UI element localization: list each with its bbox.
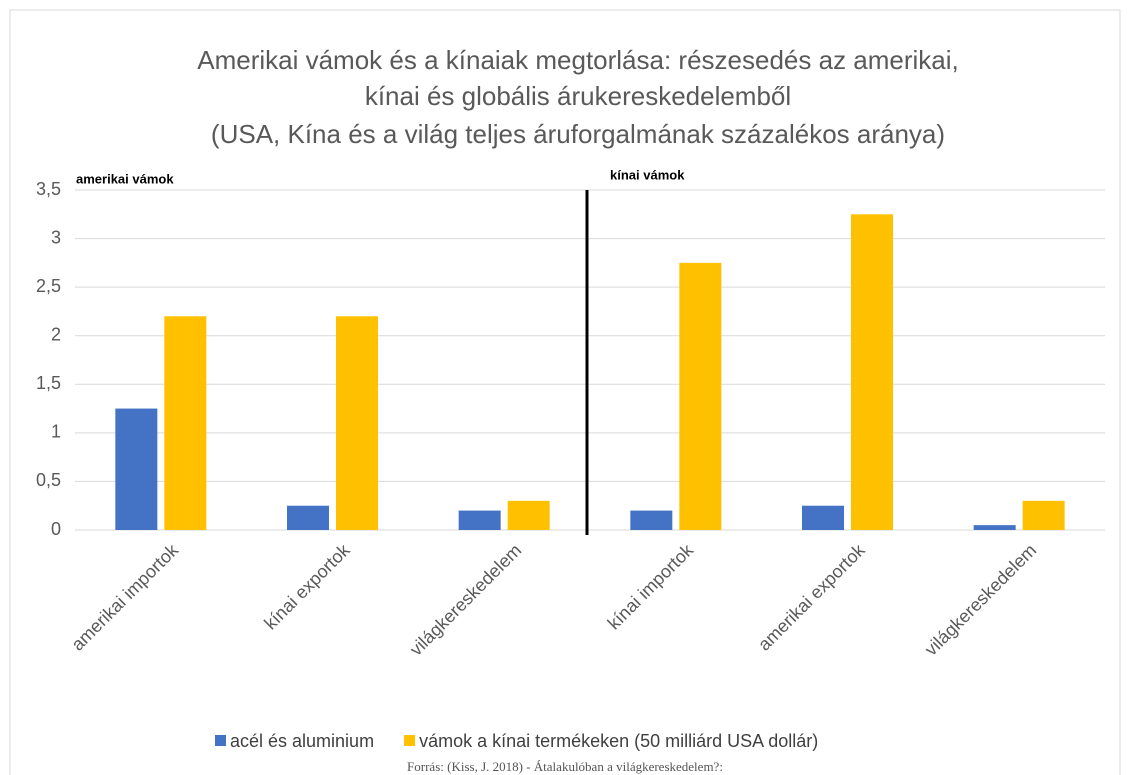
y-tick-label: 1,5 bbox=[36, 373, 61, 393]
y-tick-label: 0 bbox=[51, 519, 61, 539]
chart-border bbox=[9, 9, 1121, 775]
y-tick-label: 1 bbox=[51, 422, 61, 442]
y-tick-label: 2,5 bbox=[36, 276, 61, 296]
x-tick-label: amerikai exportok bbox=[754, 539, 869, 654]
bar bbox=[336, 316, 378, 530]
legend-label: acél és aluminium bbox=[230, 731, 374, 751]
chart-title: Amerikai vámok és a kínaiak megtorlása: … bbox=[197, 45, 959, 75]
x-tick-label: világkereskedelem bbox=[921, 540, 1041, 660]
y-tick-label: 0,5 bbox=[36, 470, 61, 490]
annotation: amerikai vámok bbox=[76, 171, 174, 186]
bar bbox=[630, 510, 673, 530]
legend-swatch bbox=[215, 735, 226, 746]
x-tick-label: kínai importok bbox=[604, 539, 698, 633]
y-tick-label: 2 bbox=[51, 324, 61, 344]
chart-title: kínai és globális árukereskedelemből bbox=[365, 81, 791, 111]
x-tick-label: kínai exportok bbox=[260, 539, 354, 633]
legend-label: vámok a kínai termékeken (50 milliárd US… bbox=[419, 731, 818, 751]
y-tick-label: 3 bbox=[51, 227, 61, 247]
source: Forrás: (Kiss, J. 2018) - Átalakulóban a… bbox=[407, 759, 723, 774]
bar bbox=[679, 262, 722, 530]
bar bbox=[164, 316, 207, 530]
y-tick-label: 3,5 bbox=[36, 179, 61, 199]
x-tick-label: amerikai importok bbox=[67, 539, 182, 654]
bar bbox=[287, 505, 329, 530]
bar bbox=[458, 510, 501, 530]
bar bbox=[507, 500, 550, 530]
x-tick-label: világkereskedelem bbox=[406, 540, 526, 660]
chart-subtitle: (USA, Kína és a világ teljes áruforgalmá… bbox=[211, 119, 945, 149]
annotation: kínai vámok bbox=[610, 167, 685, 182]
legend-swatch bbox=[404, 735, 416, 746]
bar bbox=[1022, 500, 1065, 530]
bar bbox=[802, 505, 844, 530]
bar bbox=[115, 408, 158, 530]
bar bbox=[851, 214, 893, 531]
bar bbox=[973, 525, 1016, 530]
